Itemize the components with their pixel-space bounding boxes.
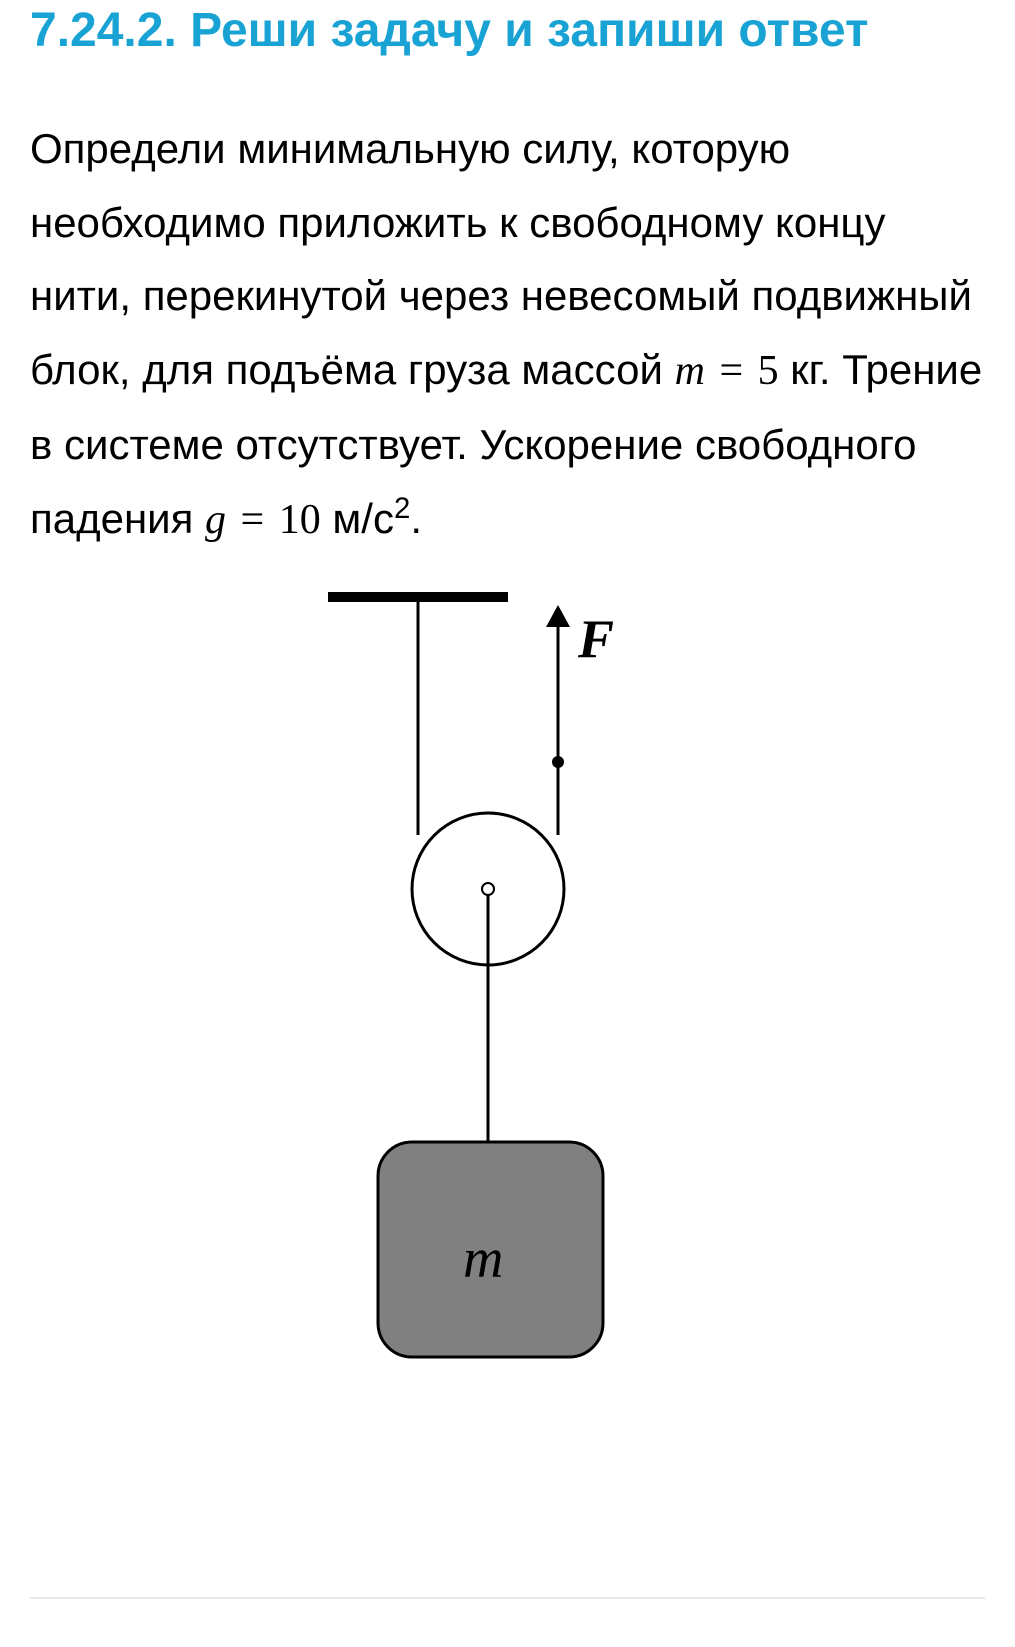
g-value: 10 <box>279 497 321 543</box>
pulley-diagram: Fm <box>278 587 738 1367</box>
force-label: F <box>577 609 614 669</box>
mass-label: m <box>463 1228 503 1290</box>
problem-number: 7.24.2. <box>30 4 177 57</box>
mass-value: 5 <box>758 348 779 394</box>
g-variable: g <box>205 497 226 543</box>
pulley-axle <box>482 883 494 895</box>
equals-1: = <box>705 348 758 394</box>
force-arrow-head <box>546 605 570 627</box>
g-exponent: 2 <box>394 492 410 525</box>
equals-2: = <box>226 497 279 543</box>
divider <box>30 1597 985 1599</box>
problem-text: Определи минимальную силу, которую необх… <box>30 112 985 557</box>
mass-unit: кг. <box>779 346 843 393</box>
g-unit-prefix: м/с <box>321 495 394 542</box>
diagram-container: Fm <box>30 587 985 1367</box>
mass-variable: m <box>675 348 705 394</box>
arrow-base-dot <box>552 756 564 768</box>
page: 7.24.2. Реши задачу и запиши ответ Опред… <box>0 0 1015 1647</box>
problem-heading: 7.24.2. Реши задачу и запиши ответ <box>30 0 985 62</box>
problem-title: Реши задачу и запиши ответ <box>190 4 868 57</box>
period: . <box>410 495 422 542</box>
